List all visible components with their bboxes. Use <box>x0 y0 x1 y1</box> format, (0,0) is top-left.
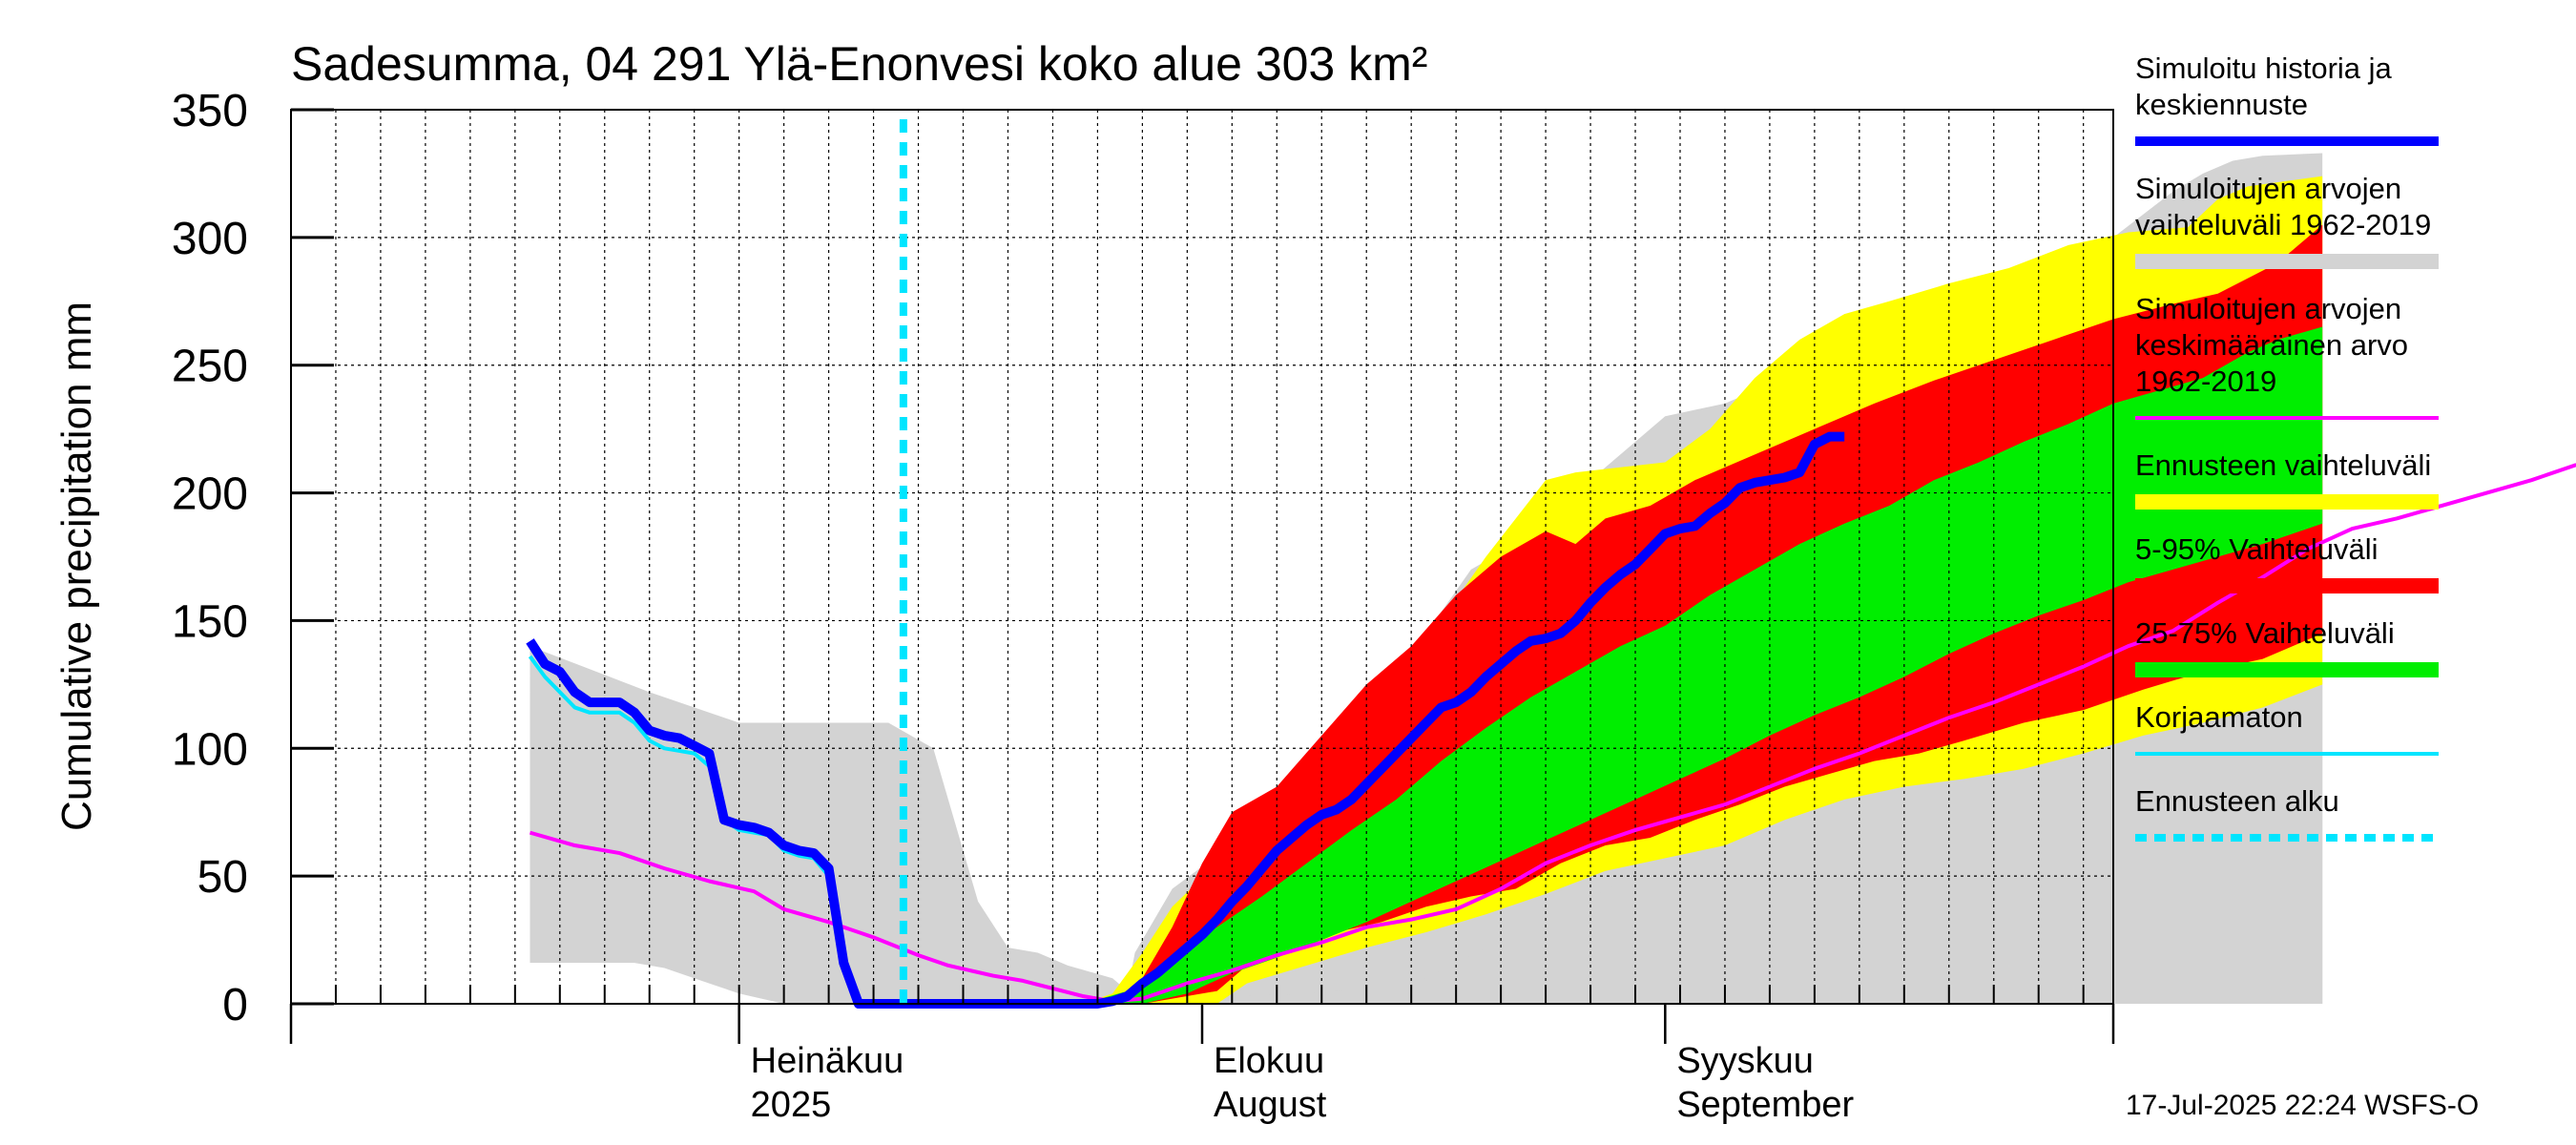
legend-label: keskimääräinen arvo <box>2135 328 2408 362</box>
legend-swatch <box>2135 494 2439 510</box>
y-tick-label: 50 <box>197 852 248 903</box>
y-tick-label: 0 <box>222 980 248 1030</box>
legend-label: 25-75% Vaihteluväli <box>2135 616 2395 650</box>
y-tick-label: 100 <box>172 724 248 775</box>
legend-label: Ennusteen alku <box>2135 784 2339 818</box>
bands-layer <box>530 153 2323 1005</box>
month-label: Elokuu <box>1214 1041 1324 1081</box>
legend-label: keskiennuste <box>2135 88 2308 121</box>
month-label: Syyskuu <box>1676 1041 1814 1081</box>
lines-layer <box>526 119 2576 1009</box>
legend-swatch <box>2135 662 2439 677</box>
legend-label: Simuloitu historia ja <box>2135 52 2393 85</box>
legend-label: Simuloitujen arvojen <box>2135 172 2401 205</box>
legend-swatch <box>2135 254 2439 269</box>
y-tick-label: 250 <box>172 342 248 392</box>
legend-label: Ennusteen vaihteluväli <box>2135 448 2431 482</box>
chart-title: Sadesumma, 04 291 Ylä-Enonvesi koko alue… <box>291 37 1427 91</box>
series-line-7 <box>526 431 1845 1009</box>
month-label: Heinäkuu <box>751 1041 904 1081</box>
y-tick-label: 350 <box>172 86 248 136</box>
month-sublabel: August <box>1214 1085 1327 1125</box>
month-sublabel: 2025 <box>751 1085 832 1125</box>
legend-swatch <box>2135 578 2439 593</box>
legend-label: 5-95% Vaihteluväli <box>2135 532 2378 566</box>
y-tick-label: 150 <box>172 596 248 647</box>
legend-label: Korjaamaton <box>2135 700 2303 734</box>
legend-label: Simuloitujen arvojen <box>2135 292 2401 325</box>
y-tick-label: 300 <box>172 214 248 264</box>
legend-label: 1962-2019 <box>2135 364 2276 398</box>
legend-label: vaihteluväli 1962-2019 <box>2135 208 2431 241</box>
y-axis-label: Cumulative precipitation mm <box>53 302 100 831</box>
y-tick-label: 200 <box>172 469 248 520</box>
footer-timestamp: 17-Jul-2025 22:24 WSFS-O <box>2126 1090 2479 1121</box>
month-sublabel: September <box>1676 1085 1854 1125</box>
band-4 <box>1082 326 2323 1004</box>
series-line-5 <box>529 463 2576 1004</box>
